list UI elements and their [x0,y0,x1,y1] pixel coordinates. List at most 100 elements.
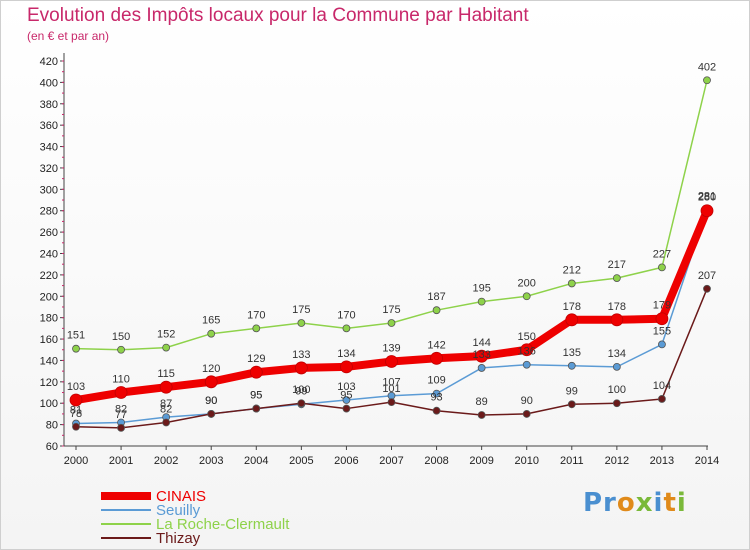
data-point [567,361,576,370]
data-label: 217 [608,259,626,271]
data-point [612,399,621,408]
data-point [297,319,306,327]
data-label: 103 [67,381,85,393]
x-tick-label: 2000 [64,455,88,467]
data-point [658,263,666,272]
x-tick-label: 2010 [514,455,538,467]
data-label: 402 [698,61,716,73]
data-point [162,418,171,427]
data-point [612,362,621,371]
x-tick-label: 2011 [560,455,584,467]
data-point [117,423,125,432]
data-point [658,395,666,403]
data-point [703,284,711,293]
chart-title: Evolution des Impôts locaux pour la Comm… [27,5,529,26]
data-label: 89 [476,396,488,408]
data-label: 129 [247,353,265,365]
data-point [342,404,351,413]
x-tick-label: 2013 [650,455,674,467]
y-tick-label: 400 [40,77,58,89]
legend-label: Thizay [156,530,201,547]
y-tick-label: 200 [40,291,58,303]
y-tick-label: 120 [40,377,58,389]
data-point [340,360,353,374]
data-point [522,410,531,418]
data-point [204,375,218,389]
chart-subtitle: (en € et par an) [27,29,110,43]
y-tick-label: 340 [40,142,58,154]
y-tick-label: 360 [40,120,58,132]
data-label: 281 [698,191,716,203]
y-tick-label: 240 [40,249,58,261]
data-point [655,312,669,326]
y-tick-label: 100 [40,398,58,410]
data-point [612,274,621,282]
data-point [249,365,263,379]
data-point [703,76,711,85]
x-tick-label: 2004 [244,455,268,467]
x-tick-label: 2005 [289,455,313,467]
data-label: 144 [472,337,490,349]
data-point [207,329,216,338]
data-label: 107 [382,377,400,389]
data-label: 178 [608,301,626,313]
x-tick-label: 2009 [469,455,493,467]
legend-label: Seuilly [156,502,201,519]
x-tick-label: 2012 [605,455,629,467]
x-tick-label: 2007 [379,455,403,467]
data-label: 82 [115,403,127,415]
y-tick-label: 280 [40,206,58,218]
data-point [114,386,128,399]
data-label: 200 [518,277,536,289]
data-label: 178 [563,301,581,313]
data-point [207,410,216,418]
data-point [430,351,443,365]
data-label: 109 [427,375,445,387]
x-tick-label: 2001 [109,455,133,467]
data-label: 150 [518,331,536,343]
y-tick-label: 140 [40,355,58,367]
data-label: 175 [292,304,310,316]
data-point [565,313,579,327]
y-tick-label: 260 [40,227,58,239]
x-tick-label: 2003 [199,455,223,467]
data-label: 155 [653,325,671,337]
data-label: 280 [698,192,716,204]
data-point [342,324,351,333]
data-point [522,292,531,301]
data-point [297,399,306,408]
data-point [432,389,441,398]
data-label: 104 [653,380,671,392]
x-tick-label: 2014 [695,455,719,467]
data-point [610,313,624,327]
data-point [342,396,351,404]
data-label: 170 [337,309,355,321]
data-point [385,355,398,368]
data-label: 179 [653,300,671,312]
legend-label: CINAIS [156,488,206,505]
data-label: 195 [472,283,490,295]
data-label: 77 [115,409,127,421]
data-point [117,345,125,354]
data-label: 133 [292,349,310,361]
data-label: 90 [205,395,217,407]
data-label: 134 [337,348,355,360]
data-label: 187 [427,291,445,303]
data-label: 82 [160,403,172,415]
x-tick-label: 2008 [424,455,448,467]
data-label: 115 [157,368,175,380]
data-point [159,380,173,394]
data-label: 100 [292,384,310,396]
data-label: 120 [202,363,220,375]
data-label: 93 [430,392,442,404]
data-point [162,343,171,352]
x-tick-label: 2006 [334,455,358,467]
data-label: 227 [653,248,671,260]
data-label: 175 [382,304,400,316]
data-label: 142 [427,339,445,351]
data-point [72,422,80,431]
data-point [475,349,489,363]
data-point [477,411,486,419]
data-label: 133 [472,349,490,361]
